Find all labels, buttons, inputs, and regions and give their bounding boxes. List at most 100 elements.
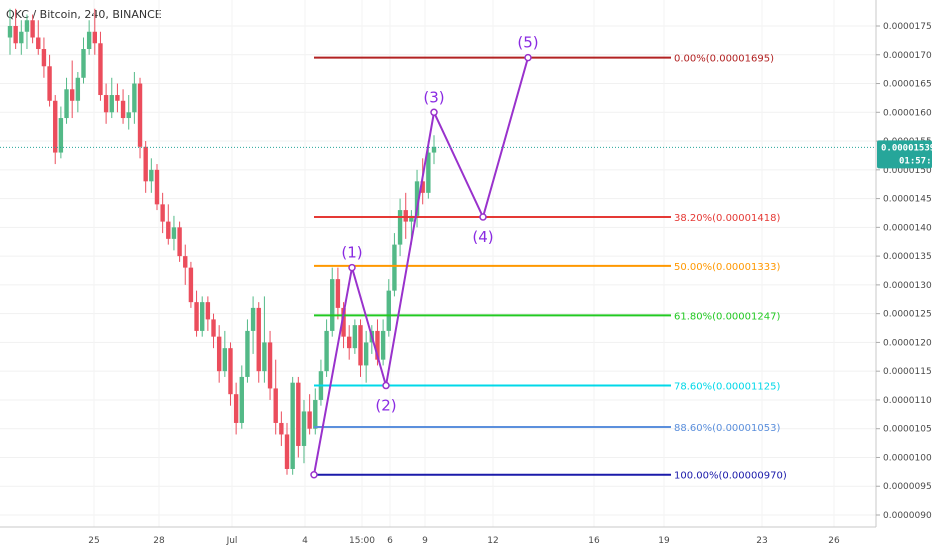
price-axis[interactable]: 0.00000900 0.00000950 0.00001000 0.00001050… [875, 0, 932, 527]
candle-body [7, 26, 13, 38]
price-tick-label: 0.00001300 [883, 281, 932, 291]
candle-body [296, 382, 301, 446]
candle-body [154, 169, 160, 205]
wave-point[interactable] [310, 470, 318, 479]
candle-body [47, 66, 52, 101]
candle-body [239, 376, 244, 423]
price-tick-label: 0.00001700 [883, 51, 932, 61]
price-tick-label: 0.00001600 [883, 108, 932, 118]
fib-level-label: 61.80%(0.00001247) [674, 311, 780, 322]
price-tick-label: 0.00000900 [883, 511, 932, 521]
fib-level-label: 0.00%(0.00001695) [674, 54, 774, 65]
candle-body [120, 100, 126, 119]
candle-body [409, 215, 414, 222]
candle-body [267, 342, 273, 389]
wave-point[interactable] [348, 263, 356, 272]
candle-body [160, 204, 165, 222]
candle-body [143, 146, 148, 182]
current-price: 0.00001539 01:57:07 [0, 140, 932, 169]
wave-point[interactable] [430, 108, 438, 117]
candle-body [98, 43, 103, 96]
price-tick-label: 0.00001500 [883, 166, 932, 176]
wave-point[interactable] [382, 381, 390, 390]
candle-body [335, 279, 341, 308]
candle-body [53, 100, 58, 153]
wave-label: (3) [423, 88, 444, 106]
time-tick-label: 26 [828, 536, 840, 546]
current-price-badge [877, 140, 932, 169]
price-tick-label: 0.00001150 [883, 367, 932, 377]
candle-body [200, 302, 205, 331]
candle-body [36, 37, 41, 50]
candle-body [420, 181, 425, 193]
candle-body [58, 118, 64, 153]
price-tick-label: 0.00000950 [883, 482, 932, 492]
candle-body [397, 210, 403, 245]
candle-body [75, 77, 81, 101]
candle-body [431, 146, 437, 153]
candle-body [363, 342, 369, 366]
candle-body [13, 26, 18, 44]
time-tick-label: 4 [302, 536, 308, 546]
time-tick-label: 28 [153, 536, 165, 546]
candle-body [115, 95, 120, 101]
time-tick-label: Jul [226, 536, 238, 546]
candle-body [137, 83, 143, 147]
wave-label: (5) [517, 34, 538, 52]
candle-body [352, 325, 358, 349]
candle-body [228, 348, 233, 395]
fib-level-label: 50.00%(0.00001333) [674, 262, 780, 273]
countdown-label: 01:57:07 [899, 156, 932, 166]
price-tick-label: 0.00001750 [883, 22, 932, 32]
fib-level-label: 38.20%(0.00001418) [674, 213, 780, 224]
candle-body [132, 83, 137, 113]
candle-body [324, 330, 329, 372]
fib-level-label: 88.60%(0.00001053) [674, 423, 780, 434]
candle-body [250, 307, 256, 331]
fib-level-label: 100.00%(0.00000970) [674, 471, 787, 482]
candle-body [177, 227, 182, 257]
candle-body [313, 399, 318, 429]
candle-body [194, 302, 199, 331]
candle-body [386, 290, 391, 331]
price-tick-label: 0.00001350 [883, 252, 932, 262]
candle-body [183, 256, 188, 268]
fib-retracement[interactable]: 0.00%(0.00001695) 38.20%(0.00001418) 50.00… [314, 54, 787, 482]
wave-point[interactable] [524, 53, 532, 62]
time-tick-label: 15:00 [349, 536, 375, 546]
price-tick-label: 0.00001650 [883, 80, 932, 90]
candle-body [171, 227, 177, 239]
candle-body [205, 302, 211, 320]
price-tick-label: 0.00001050 [883, 425, 932, 435]
candle-body [19, 31, 24, 44]
candle-body [392, 244, 397, 291]
price-tick-label: 0.00001100 [883, 396, 932, 406]
wave-path[interactable] [313, 57, 529, 475]
candle-body [109, 95, 114, 113]
candle-body [86, 31, 92, 50]
elliott-wave[interactable]: (1) (2) (3) (4) (5) [310, 34, 539, 479]
candle-body [403, 210, 408, 222]
candle-body [69, 89, 75, 101]
price-tick-label: 0.00001400 [883, 223, 932, 233]
wave-point[interactable] [479, 213, 487, 221]
time-tick-label: 19 [658, 536, 670, 546]
candle-body [211, 319, 216, 337]
time-tick-label: 25 [88, 536, 99, 546]
candle-body [380, 330, 386, 360]
candle-body [307, 411, 312, 429]
candle-body [41, 49, 47, 67]
time-tick-label: 12 [487, 536, 498, 546]
time-axis[interactable]: 25 28 Jul 4 15:00 6 9 12 16 19 23 26 [0, 526, 876, 546]
price-tick-label: 0.00001000 [883, 453, 932, 463]
candle-body [24, 20, 30, 32]
candle-body [273, 388, 278, 423]
candle-body [30, 20, 35, 38]
chart-title: QKC / Bitcoin, 240, BINANCE [6, 8, 162, 21]
wave-label: (4) [472, 228, 493, 246]
candles [7, 8, 437, 475]
time-tick-label: 23 [756, 536, 767, 546]
time-tick-label: 16 [588, 536, 600, 546]
candle-body [358, 325, 363, 366]
